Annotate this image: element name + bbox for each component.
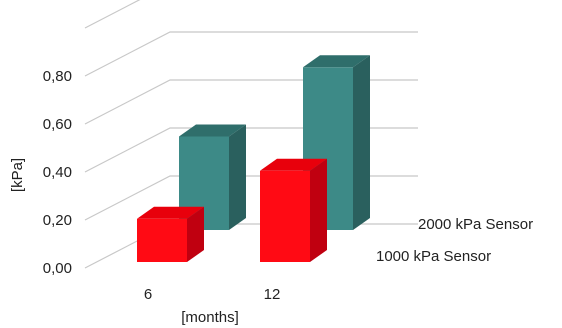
bar-top	[179, 124, 246, 137]
bar-top	[303, 55, 370, 68]
x-tick-label: 12	[264, 286, 281, 303]
y-tick-label: 0,00	[43, 260, 72, 277]
bar-top	[260, 158, 327, 171]
y-tick-label: 0,40	[43, 164, 72, 181]
bar-front	[137, 218, 187, 262]
series-label-1000: 1000 kPa Sensor	[376, 248, 491, 265]
bar-side	[187, 206, 204, 262]
gridline	[84, 31, 418, 77]
y-tick-label: 0,20	[43, 212, 72, 229]
x-tick-labels: 6 12	[144, 286, 281, 303]
bar-top	[137, 206, 204, 219]
y-axis-label: [kPa]	[9, 158, 26, 192]
bar-2000-kpa-12	[303, 55, 370, 231]
series-1000-bars	[137, 158, 327, 262]
gridline	[84, 223, 418, 269]
bar-side	[229, 124, 246, 230]
bar-front	[260, 170, 310, 262]
bar-side	[310, 158, 327, 262]
series-2000-bars	[179, 55, 370, 231]
y-tick-labels: 0,00 0,20 0,40 0,60 0,80	[43, 68, 72, 277]
bar-1000-kpa-12	[260, 158, 327, 262]
y-tick-label: 0,60	[43, 116, 72, 133]
x-axis-label: [months]	[181, 309, 239, 326]
bar-1000-kpa-6	[137, 206, 204, 262]
bar-side	[353, 55, 370, 231]
gridline	[84, 0, 141, 29]
series-label-2000: 2000 kPa Sensor	[418, 216, 533, 233]
y-tick-label: 0,80	[43, 68, 72, 85]
series-labels: 2000 kPa Sensor 1000 kPa Sensor	[376, 216, 533, 265]
x-tick-label: 6	[144, 286, 152, 303]
